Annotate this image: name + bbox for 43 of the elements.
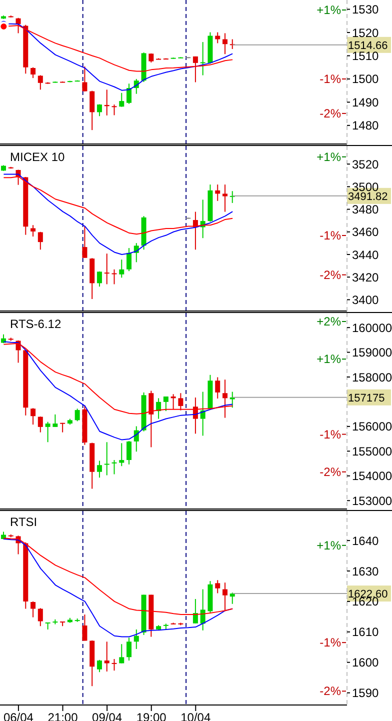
y-tick-label: 3440 [352, 248, 380, 262]
y-tick-label: 160000 [352, 320, 392, 335]
y-tick-label: 1600 [352, 656, 380, 670]
y-tick-label: 1640 [352, 534, 380, 548]
y-tick-label: 1490 [352, 95, 380, 110]
y-tick-label: 1630 [352, 564, 380, 578]
y2-tick-label: -1% [320, 427, 342, 442]
y-tick-label: 158000 [352, 370, 392, 384]
y-tick-label: 1610 [352, 625, 380, 640]
y-tick-label: 3460 [352, 225, 380, 240]
y2-tick-label: -1% [320, 72, 342, 86]
y-tick-label: 153000 [352, 494, 392, 508]
chart-title: RTSI [10, 515, 38, 529]
y-tick-label: 154000 [352, 469, 392, 484]
y2-tick-label: +1% [316, 150, 342, 164]
y-tick-label: 3480 [352, 202, 380, 217]
chart-title: MICEX 10 [10, 150, 65, 164]
y-tick-label: 1530 [352, 2, 380, 17]
y-tick-label: 3400 [352, 292, 380, 307]
y2-tick-label: +1% [316, 3, 342, 17]
y-tick-label: 3420 [352, 270, 380, 284]
y2-tick-label: -1% [320, 228, 342, 242]
y-tick-label: 155000 [352, 444, 392, 458]
y-tick-label: 3520 [352, 157, 380, 172]
ref-line-label: 1514.66 [348, 40, 388, 52]
y-tick-label: 156000 [352, 420, 392, 434]
y-tick-label: 1500 [352, 72, 380, 86]
y-tick-label: 1480 [352, 118, 380, 133]
y2-tick-label: +1% [316, 538, 342, 552]
y2-tick-label: +1% [316, 352, 342, 366]
ref-line-label: 3491.82 [348, 190, 388, 203]
ref-line-label: 157175 [348, 392, 385, 404]
y2-tick-label: -1% [320, 636, 342, 650]
chart-title: RTS-6.12 [10, 317, 62, 331]
y2-tick-label: -2% [320, 684, 342, 698]
y-tick-label: 159000 [352, 346, 392, 360]
y-tick-label: 1510 [352, 49, 380, 63]
y2-tick-label: -2% [320, 464, 342, 479]
y2-tick-label: -2% [320, 106, 342, 120]
y2-tick-label: -2% [320, 268, 342, 282]
y-tick-label: 1520 [352, 26, 380, 40]
y2-tick-label: +2% [316, 314, 342, 328]
y-tick-label: 1590 [352, 686, 380, 700]
